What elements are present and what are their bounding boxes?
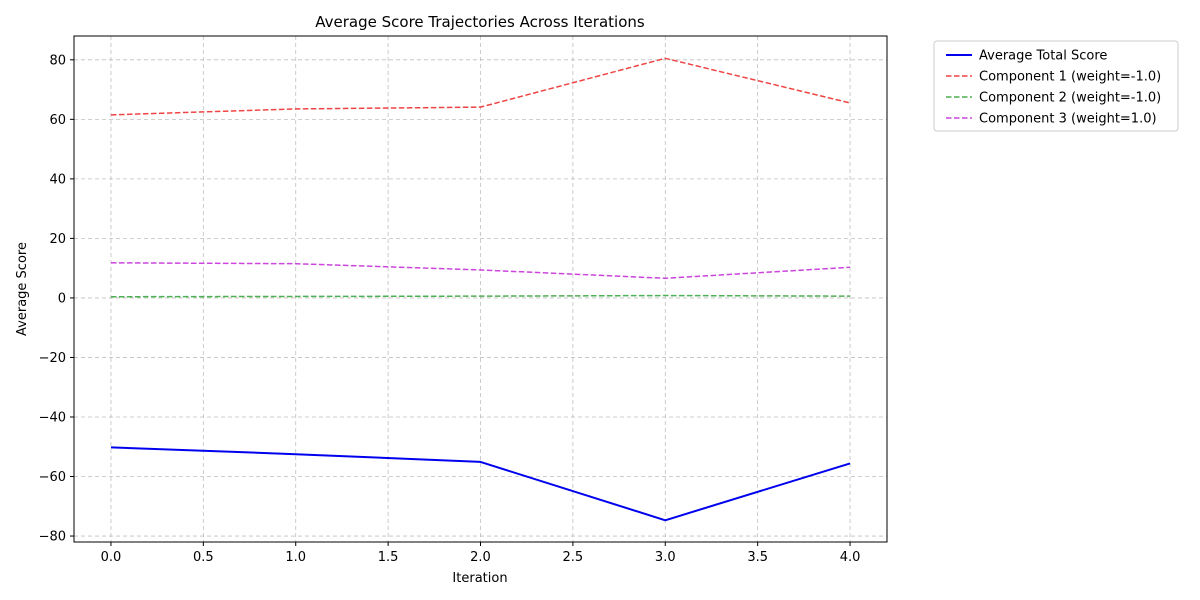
series-line-3 <box>110 294 851 298</box>
legend-label-3: Component 2 (weight=-1.0) <box>979 91 1161 106</box>
y-tick-label: −20 <box>39 351 66 366</box>
series-lines <box>110 57 851 522</box>
legend: Average Total Score Component 1 (weight=-… <box>933 40 1179 132</box>
x-tick-label: 3.0 <box>655 550 676 565</box>
y-tick-label: 40 <box>49 172 66 187</box>
y-tick-label: 20 <box>49 232 66 247</box>
grid <box>74 36 887 542</box>
y-tick-label: −60 <box>39 470 66 485</box>
series-line-4 <box>110 262 851 280</box>
x-tick-label: 0.5 <box>193 550 214 565</box>
x-axis-label: Iteration <box>452 571 507 586</box>
legend-box <box>933 40 1179 132</box>
axis-ticks: 0.0 0.5 1.0 1.5 2.0 2.5 3.0 3.5 4.0 −80 −60 −40 −20 0… <box>39 53 861 565</box>
x-tick-label: 1.0 <box>285 550 306 565</box>
legend-label-1: Average Total Score <box>979 49 1107 64</box>
x-tick-label: 1.5 <box>378 550 399 565</box>
x-tick-label: 0.0 <box>101 550 122 565</box>
series-line-2 <box>110 57 851 116</box>
y-tick-label: 60 <box>49 113 66 128</box>
y-tick-label: −80 <box>39 530 66 545</box>
y-tick-label: 80 <box>49 53 66 68</box>
y-axis-label: Average Score <box>15 242 30 336</box>
legend-label-2: Component 1 (weight=-1.0) <box>979 70 1161 85</box>
series-line-1 <box>110 446 851 522</box>
chart-title: Average Score Trajectories Across Iterat… <box>315 13 645 31</box>
x-tick-label: 2.0 <box>470 550 491 565</box>
x-tick-label: 2.5 <box>563 550 584 565</box>
y-tick-label: 0 <box>58 291 66 306</box>
legend-label-4: Component 3 (weight=1.0) <box>979 112 1157 127</box>
x-tick-label: 4.0 <box>840 550 861 565</box>
y-tick-label: −40 <box>39 410 66 425</box>
x-tick-label: 3.5 <box>747 550 768 565</box>
